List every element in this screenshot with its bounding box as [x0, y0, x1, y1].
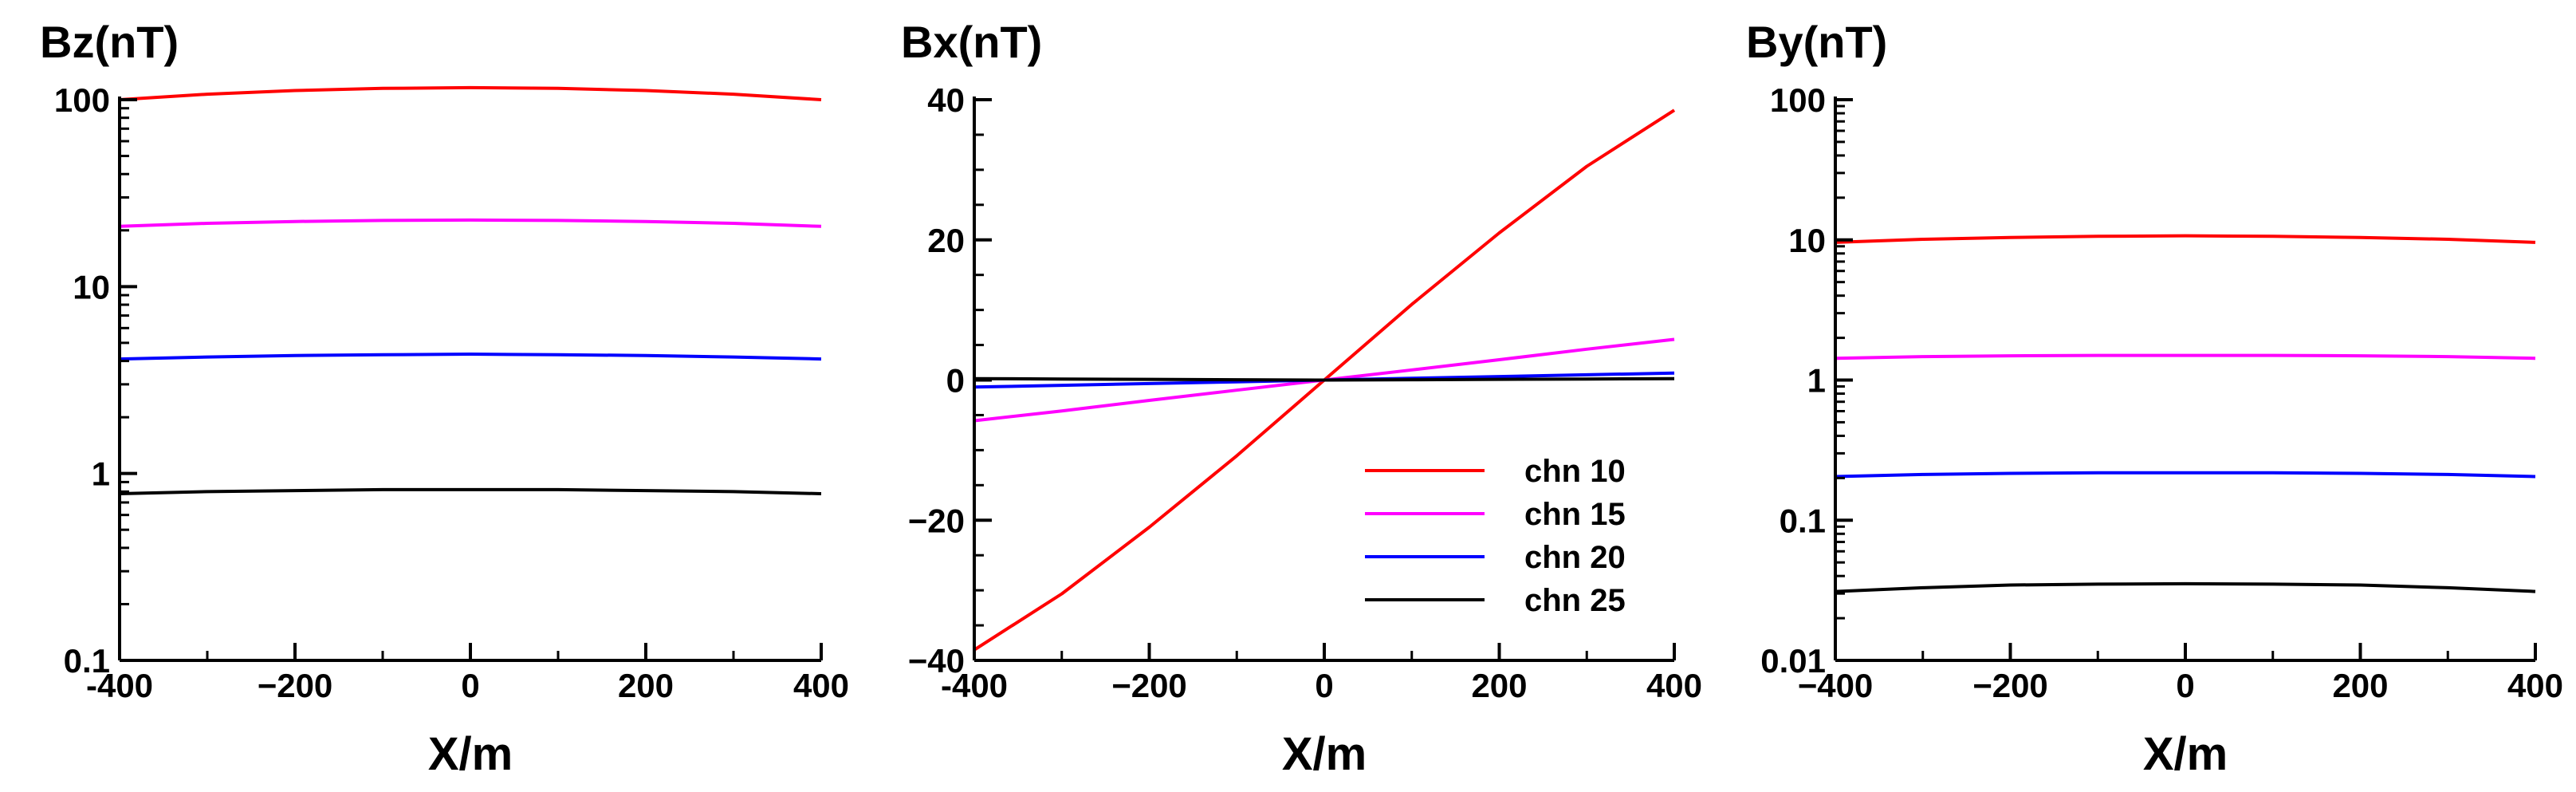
y-tick-label: 1: [92, 455, 110, 493]
y-tick-label: 20: [927, 222, 965, 259]
panel-title: Bz(nT): [40, 17, 179, 67]
x-tick-label: 200: [1471, 667, 1527, 704]
x-tick-label: -400: [941, 667, 1008, 704]
legend-label: chn 20: [1524, 540, 1626, 575]
x-tick-label: 400: [1646, 667, 1702, 704]
series-line-chn-15: [1835, 353, 2536, 361]
x-tick-label: 0: [461, 667, 479, 704]
legend: chn 10 chn 15 chn 20 chn 25: [1365, 454, 1626, 618]
y-tick-label: 0.01: [1760, 642, 1826, 680]
series-line-chn-25: [973, 376, 1675, 382]
y-tick-label: −20: [908, 502, 965, 539]
x-tick-label: −200: [1972, 667, 2048, 704]
x-tick-label: 400: [793, 667, 849, 704]
y-tick-label: −40: [908, 642, 965, 680]
y-tick-label: 100: [1770, 81, 1826, 119]
bz-panel: -400 −200 0 200 400 0.1 1 10 100 Bz(nT) X/m: [40, 17, 849, 780]
x-axis-title: X/m: [1282, 728, 1367, 780]
series-line-chn-25: [119, 487, 822, 495]
x-tick-label: -400: [86, 667, 153, 704]
panel-title: Bx(nT): [901, 17, 1042, 67]
x-tick-label: 200: [618, 667, 674, 704]
x-axis-title: X/m: [2143, 728, 2228, 780]
series-line-chn-15: [119, 218, 822, 228]
by-panel: −400 −200 0 200 400 0.01 0.1 1 10 100 By(nT) X/m: [1746, 17, 2563, 780]
x-tick-label: 200: [2332, 667, 2388, 704]
y-tick-label: 40: [927, 81, 965, 119]
legend-label: chn 25: [1524, 583, 1626, 618]
series-line-chn-25: [1835, 581, 2536, 593]
series-line-chn-20: [119, 353, 822, 361]
x-tick-label: 400: [2507, 667, 2563, 704]
series-line-chn-20: [1835, 471, 2536, 479]
y-tick-label: 10: [1788, 222, 1826, 259]
x-tick-label: 0: [2176, 667, 2194, 704]
y-tick-label: 0.1: [1780, 502, 1826, 539]
series-line-chn-10: [119, 85, 822, 101]
x-tick-label: 0: [1315, 667, 1333, 704]
x-tick-label: −200: [258, 667, 333, 704]
x-tick-label: −400: [1798, 667, 1874, 704]
legend-label: chn 10: [1524, 454, 1626, 489]
y-tick-label: 0.1: [64, 642, 110, 680]
y-tick-label: 10: [73, 268, 110, 305]
y-tick-label: 1: [1807, 362, 1826, 400]
series-line-chn-10: [1835, 234, 2536, 244]
legend-label: chn 15: [1524, 497, 1626, 532]
y-tick-label: 0: [946, 362, 965, 400]
y-tick-label: 100: [54, 81, 110, 119]
x-axis-title: X/m: [428, 728, 513, 780]
panel-title: By(nT): [1746, 17, 1887, 67]
x-tick-label: −200: [1111, 667, 1187, 704]
